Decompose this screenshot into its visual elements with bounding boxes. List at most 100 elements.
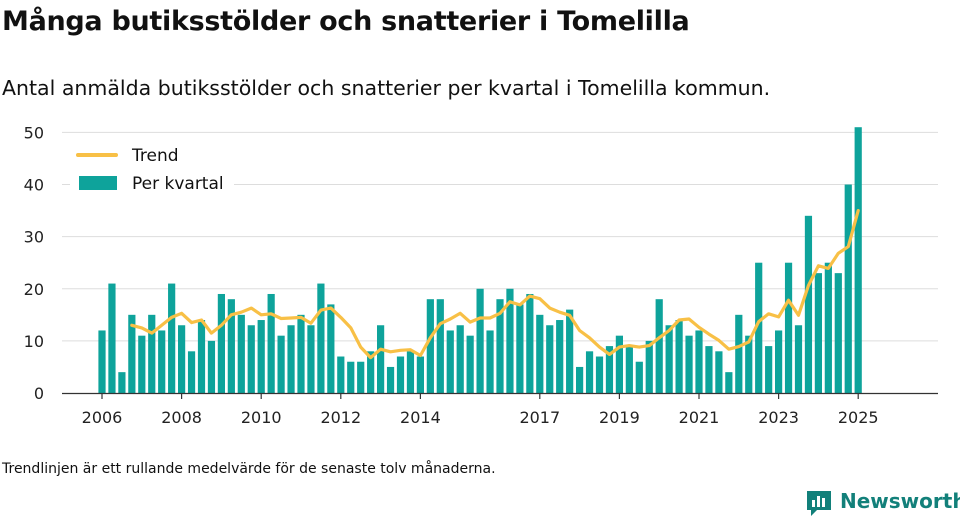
bar <box>486 330 494 393</box>
bar <box>416 356 424 393</box>
bar-series <box>98 127 862 393</box>
bar <box>605 346 614 393</box>
bar <box>566 309 574 393</box>
y-tick-label: 0 <box>34 384 44 403</box>
bar <box>426 299 434 393</box>
bar <box>735 314 743 393</box>
bar <box>297 314 305 393</box>
x-tick-label: 2017 <box>519 408 560 427</box>
bar <box>406 351 415 393</box>
footnote: Trendlinjen är ett rullande medelvärde f… <box>2 461 496 477</box>
bar <box>307 325 315 393</box>
bar <box>466 335 474 393</box>
y-tick-label: 20 <box>24 280 44 299</box>
y-axis-ticks: 0 10 20 30 40 50 <box>24 123 44 403</box>
bar <box>476 288 484 393</box>
x-tick-label: 2010 <box>241 408 282 427</box>
bar <box>645 340 653 393</box>
bar <box>834 273 842 393</box>
bar <box>317 283 325 393</box>
x-tick-label: 2006 <box>82 408 123 427</box>
bar <box>187 351 196 393</box>
bar <box>506 288 514 393</box>
bar <box>367 351 375 393</box>
chart-title: Många butiksstölder och snatterier i Tom… <box>2 6 690 37</box>
bar <box>257 320 265 393</box>
brand-logo: Newsworthy <box>804 488 960 518</box>
bar <box>526 293 534 393</box>
bar <box>516 304 524 393</box>
bar <box>287 325 295 393</box>
x-tick-label: 2012 <box>320 408 361 427</box>
bar <box>327 304 335 393</box>
bar <box>337 356 345 393</box>
bar <box>725 372 733 393</box>
bar <box>695 330 703 393</box>
bar <box>347 361 355 393</box>
bar <box>217 293 225 393</box>
bar <box>615 335 623 393</box>
bar <box>158 330 166 393</box>
bar <box>148 314 156 393</box>
y-tick-label: 50 <box>24 123 44 142</box>
legend: Trend Per kvartal <box>70 141 234 204</box>
bar <box>197 320 206 393</box>
bar <box>118 372 126 393</box>
bar <box>138 335 146 393</box>
newsworthy-logo-icon <box>807 491 831 516</box>
bar <box>765 346 773 393</box>
bar <box>655 299 663 393</box>
bar <box>386 366 395 393</box>
bar <box>456 325 464 393</box>
bar <box>98 330 106 393</box>
bar <box>128 314 136 393</box>
x-tick-label: 2023 <box>758 408 799 427</box>
bar <box>804 215 813 393</box>
bar <box>108 283 116 393</box>
bar <box>247 325 255 393</box>
bar <box>496 299 504 393</box>
bar <box>178 325 186 393</box>
x-axis-ticks: 2006 2008 2010 2012 2014 2017 2019 2021 2023 2025 <box>82 393 879 427</box>
bar <box>585 351 594 393</box>
bar <box>814 273 822 393</box>
bar <box>168 283 176 393</box>
trend-series <box>130 209 860 360</box>
bar <box>675 320 683 393</box>
bar <box>745 335 753 393</box>
x-tick-label: 2021 <box>679 408 720 427</box>
bar <box>227 299 235 393</box>
bar <box>715 351 723 393</box>
bar <box>794 325 803 393</box>
chart-subtitle: Antal anmälda butiksstölder och snatteri… <box>2 76 771 100</box>
bar <box>625 346 633 393</box>
bar <box>237 314 245 393</box>
x-tick-label: 2019 <box>599 408 640 427</box>
bar <box>844 184 852 393</box>
x-tick-label: 2014 <box>400 408 441 427</box>
bar <box>207 340 216 393</box>
y-tick-label: 40 <box>24 176 44 195</box>
bar <box>705 346 713 393</box>
legend-bar-label: Per kvartal <box>132 174 224 194</box>
bar <box>377 325 385 393</box>
bar <box>357 361 365 393</box>
bar <box>396 356 405 393</box>
bar <box>824 262 832 393</box>
x-tick-label: 2008 <box>161 408 202 427</box>
brand-name: Newsworthy <box>840 489 960 513</box>
bar <box>277 335 285 393</box>
bar <box>536 314 544 393</box>
bar <box>775 330 783 393</box>
legend-trend-label: Trend <box>131 146 179 166</box>
bar <box>446 330 454 393</box>
bar <box>854 127 862 393</box>
bar <box>556 320 564 393</box>
bar <box>267 293 275 393</box>
bar <box>436 299 444 393</box>
bar <box>665 325 673 393</box>
y-tick-label: 30 <box>24 228 44 247</box>
trend-line <box>130 209 860 360</box>
bar <box>595 356 604 393</box>
